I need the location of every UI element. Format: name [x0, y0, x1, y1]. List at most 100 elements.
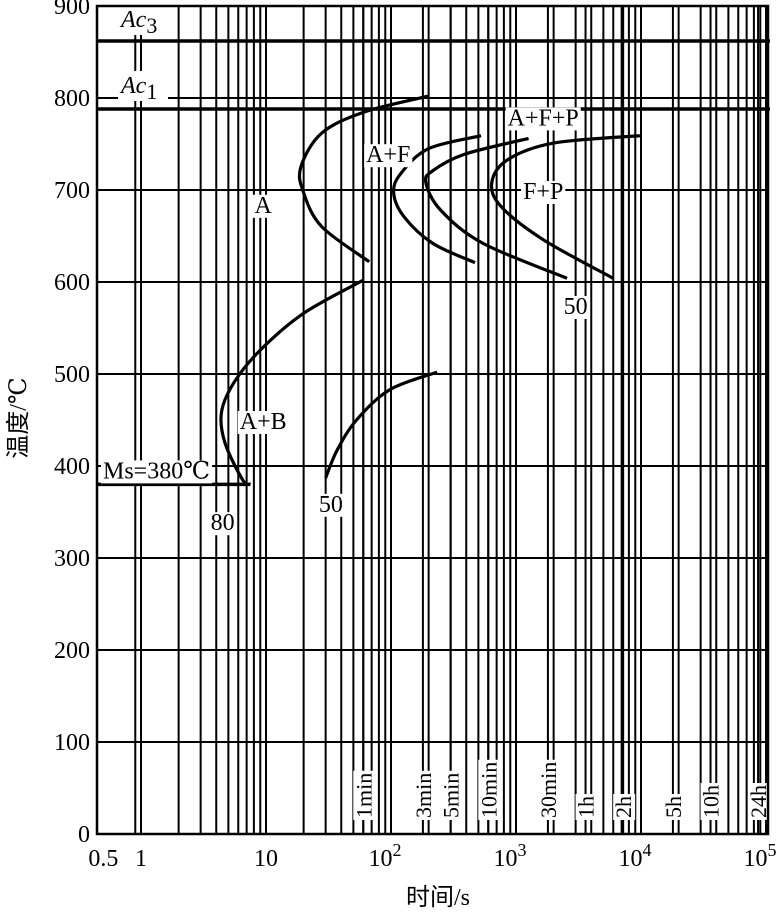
- region-label-text: 50: [319, 492, 343, 518]
- region-label-text: A+F+P: [508, 105, 579, 131]
- region-label-text: 80: [211, 510, 235, 536]
- time-marker-label-text: 10min: [476, 762, 501, 818]
- time-marker-label: 5h: [661, 794, 686, 820]
- time-marker-label-bg: [700, 783, 723, 820]
- region-label: F+P: [521, 179, 566, 205]
- region-label: A: [252, 193, 275, 219]
- y-tick-label: 400: [54, 454, 90, 480]
- region-label-bg: [316, 493, 345, 517]
- grid: [97, 5, 768, 835]
- time-marker-label: 24h: [746, 783, 771, 820]
- ferrite-end-curve: [391, 134, 482, 265]
- time-marker-label-bg: [353, 770, 376, 820]
- axes: 0 100 200 300 400 500 600 700 800 900 0.5 1 10 102 103…: [54, 0, 777, 872]
- time-marker-label-text: 3min: [411, 773, 436, 818]
- Ac3-label-text: Ac3: [119, 7, 157, 38]
- y-tick-label: 100: [54, 730, 90, 756]
- x-axis-label: 时间/s: [406, 884, 470, 911]
- Ac3-label-sub: 3: [146, 13, 157, 38]
- plot-frame: [95, 4, 770, 836]
- x-tick-label: 0.5: [88, 846, 118, 872]
- x-tick-label: 105: [744, 840, 777, 872]
- reference-lines: [97, 39, 770, 487]
- region-label-text: A: [255, 193, 273, 219]
- region-label-bg: [505, 107, 581, 131]
- pearlite-start-curve: [423, 136, 568, 280]
- time-marker-label-bg: [478, 759, 501, 820]
- y-axis-label: 温度/℃: [5, 377, 32, 459]
- Ac1-label-sub: 1: [146, 79, 157, 104]
- time-marker-label-text: 5h: [661, 796, 686, 818]
- time-marker-label: 1h: [574, 794, 599, 820]
- time-marker-label: 10min: [476, 759, 501, 820]
- y-tick-label: 800: [54, 86, 90, 112]
- time-marker-label: 5min: [439, 770, 464, 820]
- region-label-text: F+P: [523, 179, 563, 205]
- time-marker-label-text: 5min: [439, 773, 464, 818]
- time-marker-label-bg: [748, 783, 771, 820]
- time-marker-label-text: 1min: [351, 773, 376, 818]
- bainite-end-curve: [324, 370, 438, 479]
- pearlite-end-curve: [489, 134, 641, 280]
- region-label-text: 50: [564, 294, 588, 320]
- region-label-bg: [252, 194, 275, 218]
- time-marker-label: 3min: [411, 770, 436, 820]
- transformation-curves: [219, 94, 641, 487]
- y-tick-label: 300: [54, 546, 90, 572]
- ferrite-start-curve: [297, 94, 429, 264]
- x-tick-label: 102: [369, 840, 402, 872]
- x-tick-label: 1: [135, 846, 147, 872]
- time-marker-label: 2h: [611, 794, 636, 820]
- time-marker-label: 10h: [699, 783, 724, 820]
- y-tick-label: 900: [54, 0, 90, 20]
- x-tick-exponent: 5: [768, 840, 777, 860]
- region-label-bg: [521, 181, 566, 204]
- region-label: 80: [208, 510, 237, 536]
- y-tick-label: 500: [54, 362, 90, 388]
- x-tick-exponent: 4: [643, 840, 652, 860]
- time-marker-label: 1min: [351, 770, 376, 820]
- x-tick-exponent: 3: [518, 840, 527, 860]
- x-tick-label: 10: [254, 846, 278, 872]
- x-tick-label: 103: [494, 840, 527, 872]
- region-label: A+F+P: [505, 105, 581, 131]
- ms-label: Ms=380℃: [101, 458, 213, 484]
- region-label-bg: [237, 411, 289, 434]
- time-marker-label-bg: [613, 794, 636, 820]
- time-marker-label-text: 30min: [536, 762, 561, 818]
- region-label: 50: [316, 492, 345, 518]
- time-marker-label-text: 10h: [699, 785, 724, 818]
- time-marker-label-bg: [412, 770, 435, 820]
- x-tick-label: 104: [619, 840, 652, 872]
- bainite-start-curve: [219, 278, 365, 487]
- ms-label-bg: [101, 460, 213, 484]
- time-marker-label-text: 2h: [611, 796, 636, 818]
- region-label: A+B: [237, 409, 289, 435]
- x-tick-exponent: 2: [393, 840, 402, 860]
- region-label: 50: [561, 294, 590, 320]
- y-tick-label: 0: [78, 822, 90, 848]
- Ac1-label-bg: [118, 71, 168, 102]
- time-marker-label-text: 1h: [574, 796, 599, 818]
- region-label-text: A+F: [366, 142, 410, 168]
- time-marker-label-bg: [537, 759, 560, 820]
- y-tick-label: 600: [54, 270, 90, 296]
- region-label-bg: [208, 512, 237, 536]
- Ac1-label: Ac1: [118, 71, 168, 104]
- region-label-bg: [561, 296, 590, 319]
- time-marker-label: 30min: [536, 759, 561, 820]
- chart-labels: A A+F A+F+P F+P A+B 50 80 50 Ac3 Ac1 Ms=380℃ 1min 3m…: [101, 4, 771, 820]
- time-marker-label-bg: [440, 770, 463, 820]
- time-marker-label-bg: [575, 794, 598, 820]
- Ac3-label-bg: [118, 4, 168, 35]
- time-marker-label-bg: [662, 794, 685, 820]
- region-label: A+F: [364, 142, 413, 168]
- region-label-text: A+B: [240, 409, 287, 435]
- y-tick-label: 700: [54, 178, 90, 204]
- Ac1-label-text: Ac1: [119, 73, 157, 104]
- ms-label-text: Ms=380℃: [103, 458, 210, 484]
- y-tick-label: 200: [54, 638, 90, 664]
- region-label-bg: [364, 144, 413, 168]
- Ac3-label: Ac3: [118, 4, 168, 38]
